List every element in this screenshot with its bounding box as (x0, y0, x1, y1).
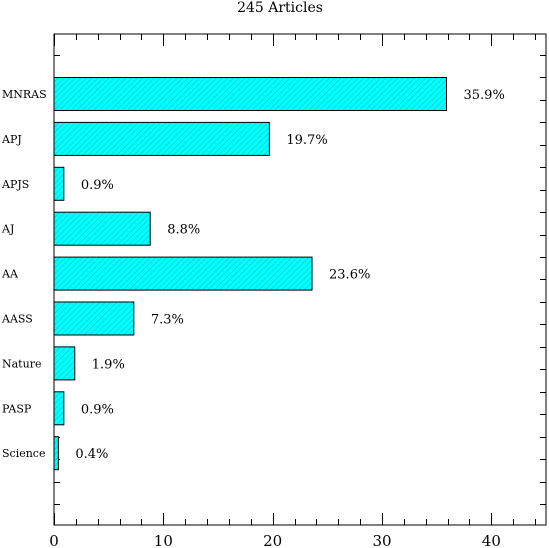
value-label: 1.9% (92, 357, 125, 372)
value-label: 35.9% (464, 88, 505, 103)
bar-aj (53, 211, 151, 246)
value-label: 0.4% (75, 447, 108, 462)
category-label: APJ (1, 133, 22, 146)
chart-title: 245 Articles (237, 0, 323, 16)
category-label: MNRAS (2, 88, 47, 101)
value-label: 0.9% (81, 402, 114, 417)
bar-aass (53, 301, 135, 336)
bar-nature (53, 346, 76, 381)
category-label: AJ (1, 223, 14, 236)
bar-mnras (53, 77, 448, 111)
category-label: PASP (2, 402, 32, 415)
value-label: 19.7% (286, 133, 327, 148)
x-tick-label: 40 (482, 532, 501, 548)
x-tick-label: 10 (154, 532, 173, 548)
x-tick-label: 0 (49, 532, 59, 548)
plot-area: 0 10 20 30 40 MNRAS 35.9% APJ 19.7% APJS 0.9% AJ 8.8… (1, 33, 547, 548)
bar-aa (53, 256, 313, 291)
category-label: AASS (1, 313, 33, 326)
bar-apj (53, 121, 270, 156)
category-label: Nature (2, 357, 41, 370)
category-label: Science (2, 447, 45, 460)
value-label: 23.6% (329, 268, 370, 283)
value-label: 8.8% (167, 223, 200, 238)
x-tick-label: 30 (372, 532, 391, 548)
value-label: 0.9% (81, 178, 114, 193)
x-tick-label: 20 (263, 532, 282, 548)
bar-pasp (53, 391, 65, 426)
bar-science (53, 436, 59, 471)
value-label: 7.3% (151, 313, 184, 328)
category-label: APJS (1, 178, 29, 191)
bar-apjs (53, 166, 65, 201)
category-label: AA (1, 268, 19, 281)
